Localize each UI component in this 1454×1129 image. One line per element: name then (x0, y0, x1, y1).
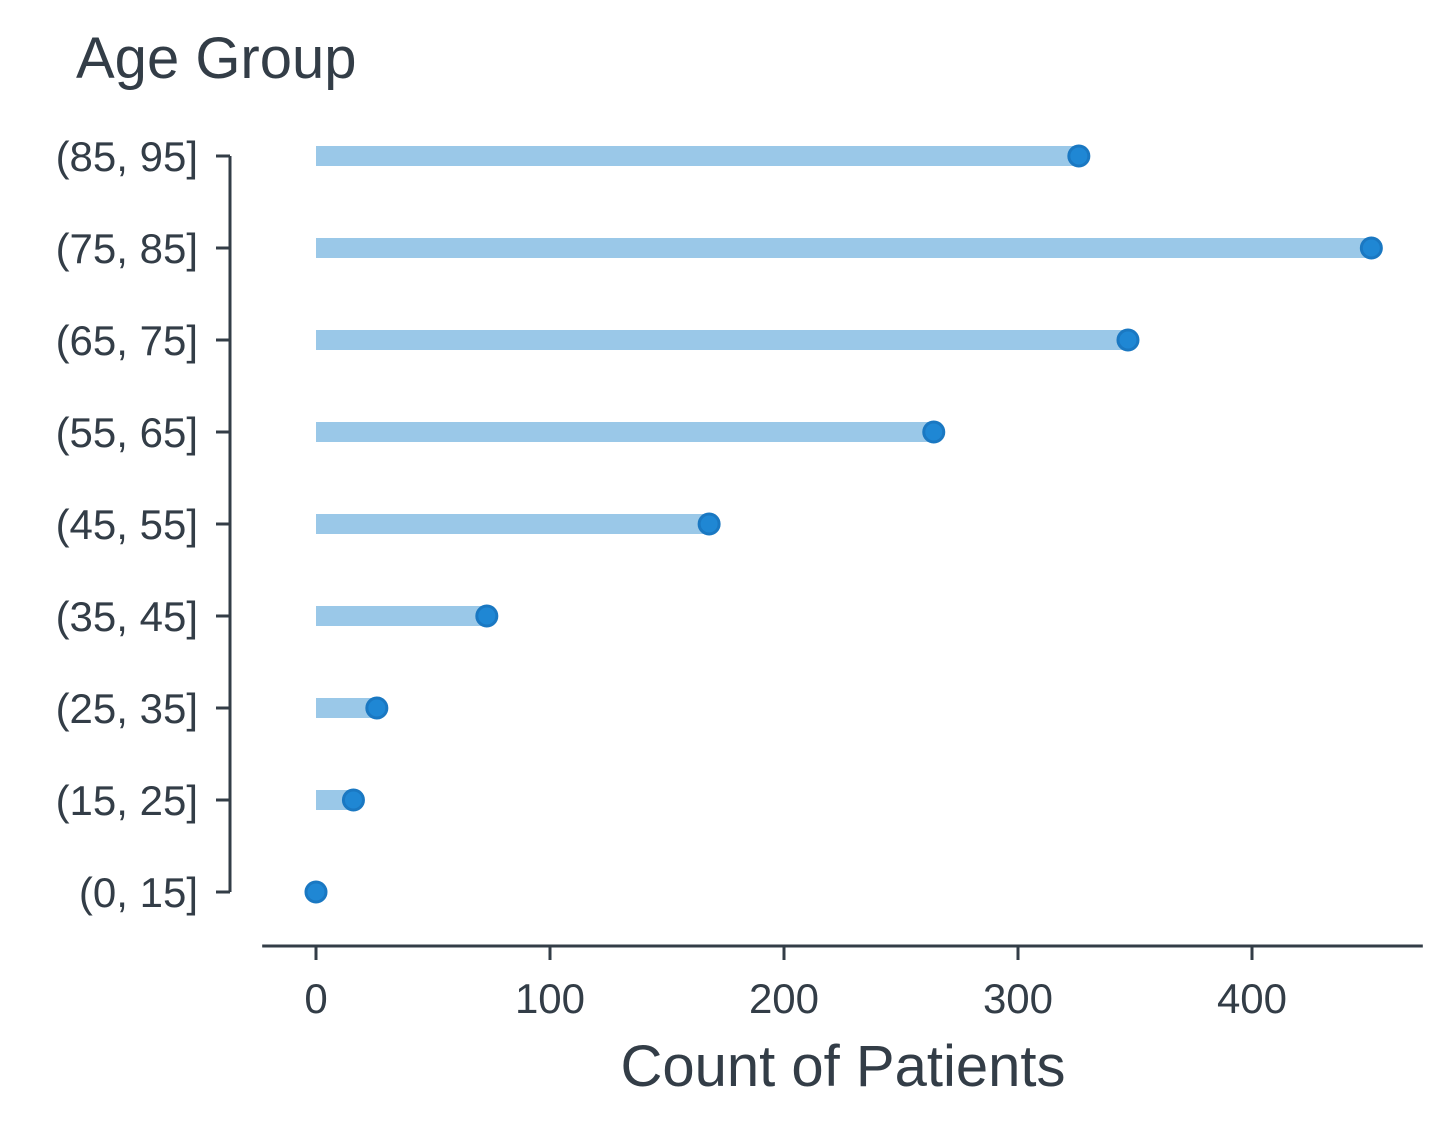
data-point (1116, 328, 1140, 352)
y-tick-label: (75, 85] (56, 225, 198, 272)
y-tick-label: (45, 55] (56, 501, 198, 548)
y-tick-label: (65, 75] (56, 317, 198, 364)
x-tick-label: 0 (304, 975, 327, 1022)
y-tick-label: (85, 95] (56, 133, 198, 180)
data-point (365, 696, 389, 720)
data-point (922, 420, 946, 444)
y-tick-label: (55, 65] (56, 409, 198, 456)
x-tick-label: 100 (515, 975, 585, 1022)
x-axis: 0 100 200 300 400 (262, 944, 1423, 1022)
x-tick-label: 400 (1217, 975, 1287, 1022)
data-point (1067, 144, 1091, 168)
y-tick-label: (15, 25] (56, 777, 198, 824)
data-point (1359, 236, 1383, 260)
dots (304, 144, 1383, 904)
data-point (304, 880, 328, 904)
data-point (475, 604, 499, 628)
data-point (341, 788, 365, 812)
y-axis: (0, 15] (15, 25] (25, 35] (35, 45] (45, 55] (… (56, 133, 232, 916)
x-tick-label: 300 (983, 975, 1053, 1022)
x-tick-label: 200 (749, 975, 819, 1022)
bars (316, 146, 1372, 810)
x-axis-title: Count of Patients (621, 1034, 1066, 1099)
data-point (697, 512, 721, 536)
y-tick-label: (0, 15] (79, 869, 198, 916)
y-tick-label: (35, 45] (56, 593, 198, 640)
chart-title: Age Group (76, 26, 357, 91)
y-tick-label: (25, 35] (56, 685, 198, 732)
